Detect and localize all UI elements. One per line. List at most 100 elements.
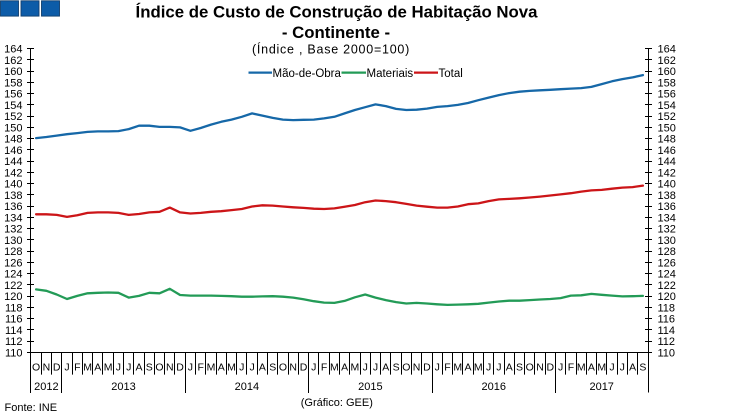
svg-text:138: 138 <box>4 190 22 202</box>
svg-text:M: M <box>597 361 606 373</box>
svg-text:110: 110 <box>658 347 676 359</box>
svg-text:M: M <box>227 361 236 373</box>
svg-text:158: 158 <box>658 77 676 89</box>
svg-text:130: 130 <box>658 235 676 247</box>
svg-text:116: 116 <box>5 314 23 326</box>
svg-text:A: A <box>464 361 471 373</box>
svg-text:128: 128 <box>4 246 22 258</box>
svg-text:(Gráfico: GEE): (Gráfico: GEE) <box>301 397 373 409</box>
svg-text:J: J <box>373 361 378 373</box>
svg-text:A: A <box>629 361 636 373</box>
svg-text:156: 156 <box>658 89 676 101</box>
svg-text:N: N <box>536 361 544 373</box>
svg-text:M: M <box>474 361 483 373</box>
svg-text:M: M <box>104 361 113 373</box>
svg-text:122: 122 <box>4 280 22 292</box>
svg-text:120: 120 <box>4 291 22 303</box>
svg-text:154: 154 <box>658 100 676 112</box>
svg-text:110: 110 <box>5 347 23 359</box>
svg-text:112: 112 <box>5 336 23 348</box>
svg-text:D: D <box>53 361 61 373</box>
svg-text:O: O <box>526 361 534 373</box>
svg-text:O: O <box>279 361 287 373</box>
svg-text:A: A <box>94 361 101 373</box>
svg-text:136: 136 <box>4 201 22 213</box>
svg-text:A: A <box>259 361 266 373</box>
svg-text:J: J <box>311 361 316 373</box>
svg-text:146: 146 <box>4 145 22 157</box>
svg-text:- Continente -: - Continente - <box>282 23 390 42</box>
svg-text:J: J <box>126 361 131 373</box>
svg-text:N: N <box>43 361 51 373</box>
svg-text:120: 120 <box>658 291 676 303</box>
svg-text:Total: Total <box>439 68 463 80</box>
svg-text:150: 150 <box>658 122 676 134</box>
svg-text:134: 134 <box>4 212 22 224</box>
svg-text:130: 130 <box>4 235 22 247</box>
svg-text:O: O <box>402 361 410 373</box>
svg-text:(Índice , Base 2000=100): (Índice , Base 2000=100) <box>252 42 410 57</box>
svg-text:152: 152 <box>4 111 22 123</box>
svg-text:148: 148 <box>658 134 676 146</box>
svg-text:J: J <box>249 361 254 373</box>
svg-text:152: 152 <box>658 111 676 123</box>
svg-text:J: J <box>486 361 491 373</box>
svg-text:150: 150 <box>4 122 22 134</box>
svg-text:J: J <box>558 361 563 373</box>
svg-text:138: 138 <box>658 190 676 202</box>
svg-text:124: 124 <box>4 269 22 281</box>
svg-text:118: 118 <box>658 302 676 314</box>
svg-text:2016: 2016 <box>482 381 506 393</box>
svg-text:136: 136 <box>658 201 676 213</box>
svg-text:F: F <box>444 361 450 373</box>
svg-text:A: A <box>506 361 513 373</box>
svg-text:N: N <box>166 361 174 373</box>
svg-text:158: 158 <box>4 77 22 89</box>
svg-text:2013: 2013 <box>111 381 135 393</box>
svg-text:S: S <box>146 361 153 373</box>
svg-text:164: 164 <box>4 44 22 56</box>
svg-text:J: J <box>363 361 368 373</box>
svg-text:F: F <box>321 361 327 373</box>
svg-text:144: 144 <box>658 156 676 168</box>
svg-text:M: M <box>83 361 92 373</box>
svg-text:154: 154 <box>4 100 22 112</box>
svg-text:J: J <box>64 361 69 373</box>
svg-text:S: S <box>639 361 646 373</box>
svg-text:126: 126 <box>4 257 22 269</box>
svg-text:Fonte: INE: Fonte: INE <box>5 402 58 414</box>
svg-text:N: N <box>413 361 421 373</box>
svg-text:S: S <box>393 361 400 373</box>
svg-text:F: F <box>197 361 203 373</box>
svg-text:J: J <box>496 361 501 373</box>
svg-text:A: A <box>135 361 142 373</box>
svg-text:J: J <box>620 361 625 373</box>
svg-text:132: 132 <box>658 224 676 236</box>
svg-text:114: 114 <box>5 325 23 337</box>
svg-text:126: 126 <box>658 257 676 269</box>
svg-text:A: A <box>341 361 348 373</box>
svg-text:S: S <box>269 361 276 373</box>
svg-text:Índice de Custo de Construção: Índice de Custo de Construção de Habitaç… <box>136 2 539 21</box>
svg-text:148: 148 <box>4 134 22 146</box>
svg-text:J: J <box>239 361 244 373</box>
svg-text:Mão-de-Obra: Mão-de-Obra <box>273 68 342 80</box>
svg-text:2014: 2014 <box>235 381 259 393</box>
svg-text:F: F <box>74 361 80 373</box>
svg-text:2012: 2012 <box>34 381 58 393</box>
svg-text:112: 112 <box>658 336 676 348</box>
svg-text:162: 162 <box>4 55 22 67</box>
svg-text:116: 116 <box>658 314 676 326</box>
svg-text:N: N <box>289 361 297 373</box>
svg-text:A: A <box>588 361 595 373</box>
svg-text:146: 146 <box>658 145 676 157</box>
svg-text:142: 142 <box>4 167 22 179</box>
svg-text:160: 160 <box>4 66 22 78</box>
svg-text:D: D <box>423 361 431 373</box>
svg-text:J: J <box>116 361 121 373</box>
svg-text:140: 140 <box>658 179 676 191</box>
svg-text:114: 114 <box>658 325 676 337</box>
svg-text:F: F <box>568 361 574 373</box>
svg-text:160: 160 <box>658 66 676 78</box>
svg-text:128: 128 <box>658 246 676 258</box>
